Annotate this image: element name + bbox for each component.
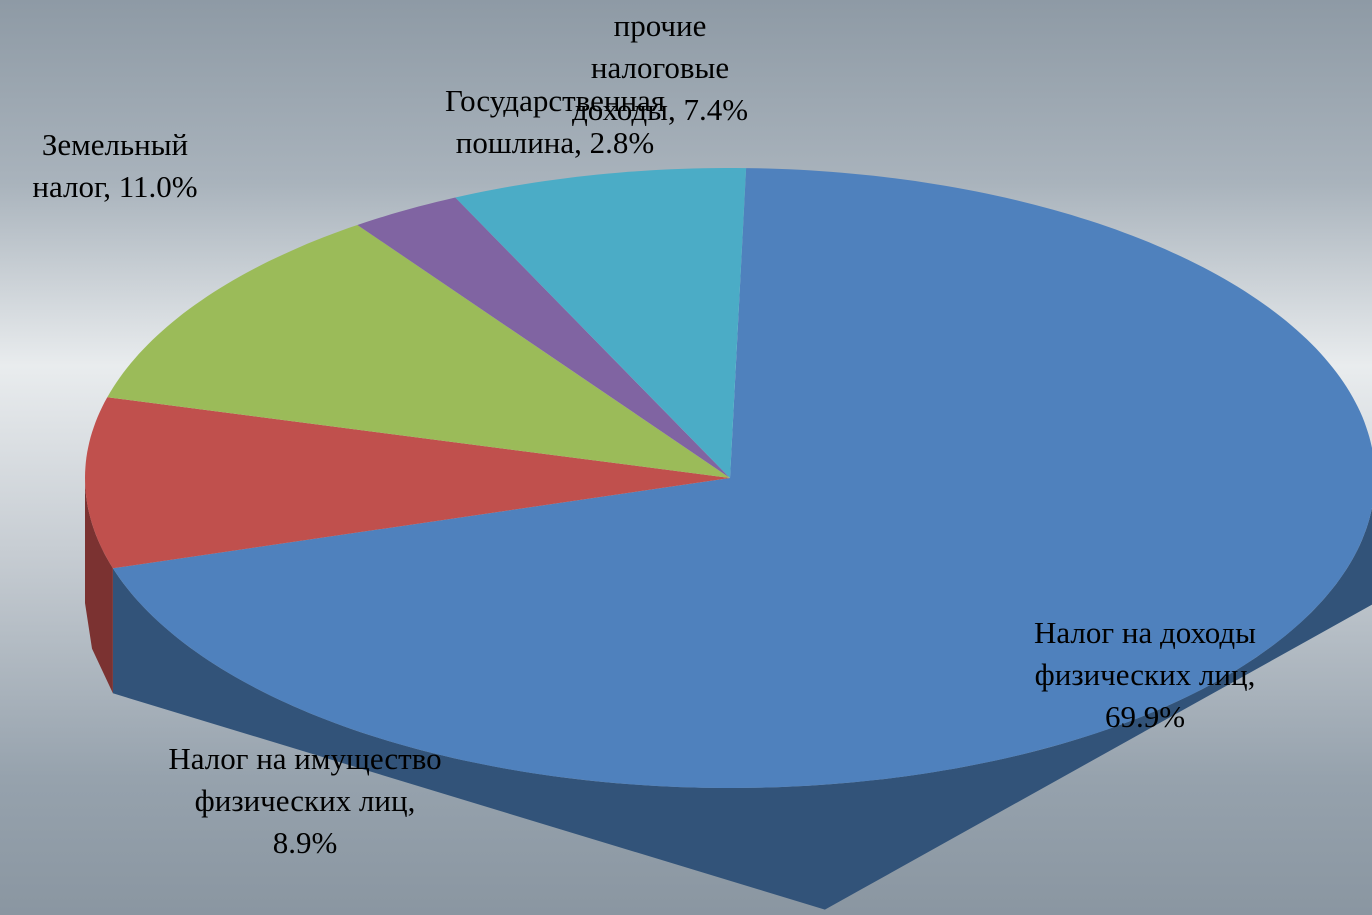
- slice: [112, 168, 1372, 788]
- separator: ,: [574, 125, 590, 160]
- data-label: Налог на имущество физических лиц, 8.9%: [165, 738, 445, 864]
- slice-side: [85, 478, 113, 694]
- value-label: 8.9%: [272, 825, 338, 860]
- slice: [85, 397, 730, 569]
- slice: [455, 168, 747, 478]
- category-name: Налог на доходы физических лиц: [1034, 615, 1256, 692]
- value-label: 11.0%: [118, 169, 198, 204]
- category-name: Налог на имущество физических лиц: [168, 741, 442, 818]
- value-label: 7.4%: [683, 92, 749, 127]
- slice: [107, 225, 731, 478]
- data-label: Государственная пошлина, 2.8%: [405, 80, 705, 164]
- separator: ,: [103, 169, 119, 204]
- data-label: Земельный налог, 11.0%: [5, 124, 225, 208]
- category-name: прочие налоговые доходы: [571, 8, 730, 127]
- separator: ,: [407, 783, 416, 818]
- slice-side: [112, 507, 1372, 910]
- value-label: 69.9%: [1104, 699, 1186, 734]
- data-label: прочие налоговые доходы, 7.4%: [550, 5, 770, 131]
- separator: ,: [1247, 657, 1256, 692]
- data-label: Налог на доходы физических лиц, 69.9%: [995, 612, 1295, 738]
- category-name: Земельный налог: [32, 127, 189, 204]
- value-label: 2.8%: [589, 125, 655, 160]
- separator: ,: [667, 92, 684, 127]
- slice: [357, 197, 730, 478]
- category-name: Государственная пошлина: [444, 83, 666, 160]
